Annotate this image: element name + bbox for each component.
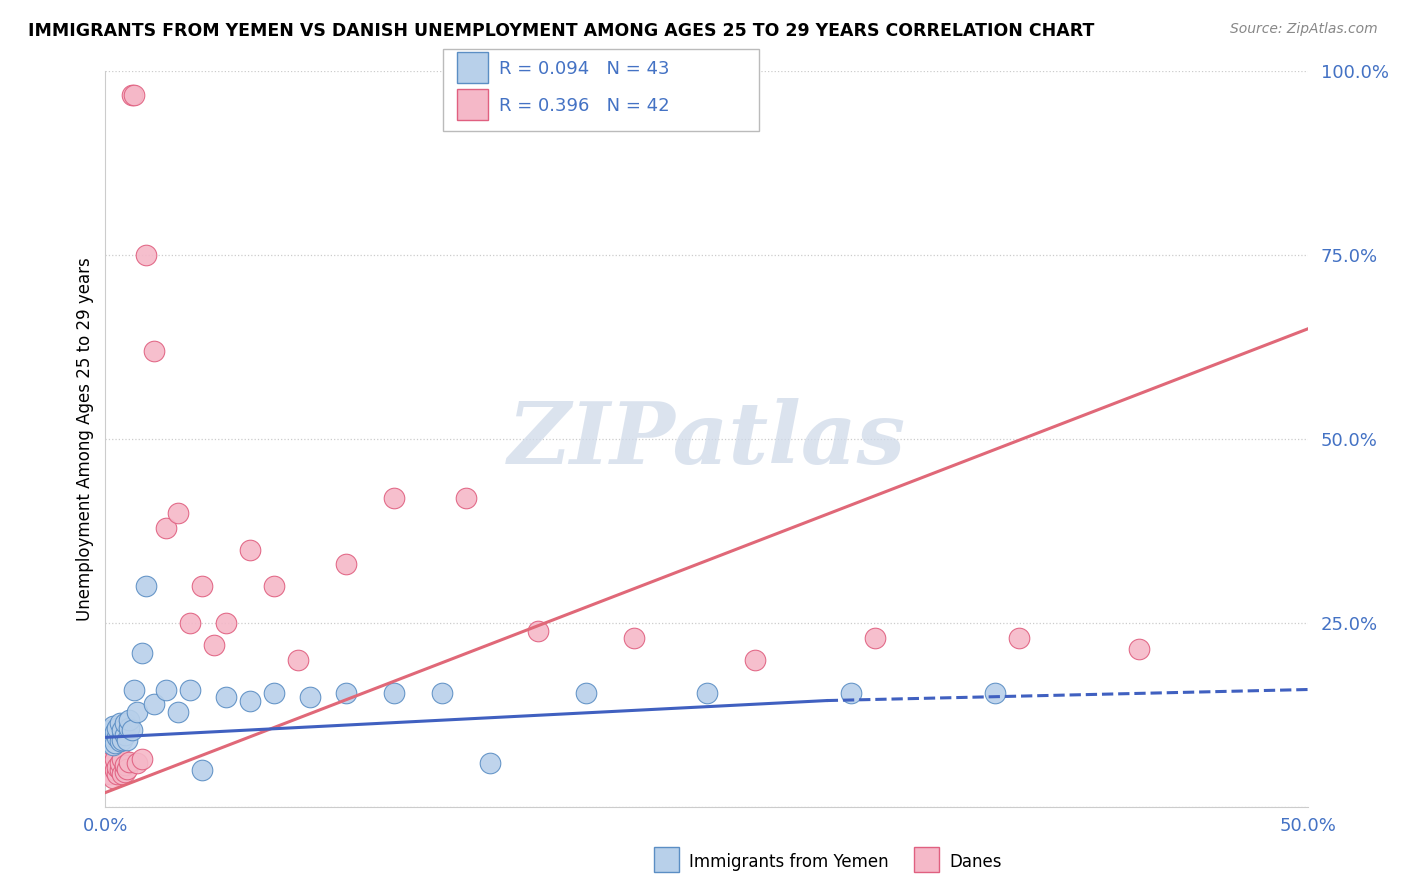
Point (190, 580, 212, 594)
Point (114, 715, 136, 730)
Point (115, 732, 138, 747)
Point (263, 686, 285, 700)
Point (125, 705, 148, 719)
Point (155, 521, 177, 535)
Point (479, 756, 502, 770)
Text: ZIPatlas: ZIPatlas (508, 398, 905, 481)
Point (108, 715, 131, 730)
Point (101, 719, 124, 733)
Point (111, 767, 134, 781)
Point (430, 686, 453, 700)
Point (575, 686, 598, 700)
Point (166, 705, 188, 719)
Point (98, 726, 121, 740)
Point (104, 752, 127, 766)
Point (101, 756, 124, 770)
Point (98, 734, 121, 748)
Point (298, 690, 321, 704)
Point (131, 646, 153, 660)
Point (104, 725, 127, 739)
Point (111, 723, 134, 737)
Point (696, 686, 718, 700)
Point (166, 506, 188, 520)
Point (239, 542, 262, 557)
Point (108, 734, 131, 748)
Point (111, 732, 134, 747)
Point (527, 624, 550, 638)
Point (382, 686, 405, 700)
Point (984, 686, 1007, 700)
Point (114, 728, 136, 742)
Point (623, 631, 645, 645)
Y-axis label: Unemployment Among Ages 25 to 29 years: Unemployment Among Ages 25 to 29 years (76, 258, 94, 621)
Point (454, 491, 477, 505)
Point (111, 752, 134, 766)
Point (125, 756, 148, 770)
Point (104, 735, 127, 749)
Point (335, 686, 357, 700)
Point (107, 760, 129, 774)
Point (114, 764, 136, 779)
Point (97, 726, 120, 740)
Point (107, 731, 129, 745)
Text: Danes: Danes (949, 853, 1001, 871)
Point (135, 248, 157, 262)
Point (179, 616, 201, 631)
Point (97, 764, 120, 778)
Point (744, 653, 766, 667)
Point (101, 771, 124, 785)
Point (114, 757, 136, 772)
Text: IMMIGRANTS FROM YEMEN VS DANISH UNEMPLOYMENT AMONG AGES 25 TO 29 YEARS CORRELATI: IMMIGRANTS FROM YEMEN VS DANISH UNEMPLOY… (28, 22, 1094, 40)
Point (124, 87, 146, 102)
Point (107, 767, 129, 781)
Point (179, 682, 201, 697)
Point (335, 558, 357, 572)
Point (98, 760, 121, 774)
Point (108, 764, 131, 778)
Point (121, 723, 143, 737)
Point (118, 755, 141, 769)
Point (214, 616, 236, 631)
Point (382, 491, 405, 505)
Point (142, 698, 165, 712)
Point (263, 580, 285, 594)
Point (1128, 642, 1150, 657)
Text: Immigrants from Yemen: Immigrants from Yemen (689, 853, 889, 871)
Point (839, 686, 862, 700)
Point (1008, 631, 1031, 645)
Point (118, 714, 141, 728)
Point (101, 731, 124, 745)
Point (155, 682, 177, 697)
Point (135, 580, 157, 594)
Point (118, 721, 141, 735)
Point (863, 631, 886, 645)
Point (214, 690, 236, 704)
Point (108, 756, 131, 770)
Point (104, 764, 127, 778)
Point (97, 731, 120, 745)
Point (121, 87, 143, 102)
Text: R = 0.396   N = 42: R = 0.396 N = 42 (499, 97, 669, 115)
Point (131, 752, 153, 766)
Point (287, 653, 309, 667)
Point (101, 738, 124, 752)
Point (239, 693, 262, 707)
Point (98, 767, 121, 781)
Point (190, 764, 212, 778)
Point (98, 723, 121, 737)
Point (202, 639, 225, 653)
Point (124, 682, 146, 697)
Point (142, 344, 165, 359)
Point (97, 756, 120, 770)
Point (107, 721, 129, 735)
Text: Source: ZipAtlas.com: Source: ZipAtlas.com (1230, 22, 1378, 37)
Point (115, 762, 138, 776)
Text: R = 0.094   N = 43: R = 0.094 N = 43 (499, 60, 669, 78)
